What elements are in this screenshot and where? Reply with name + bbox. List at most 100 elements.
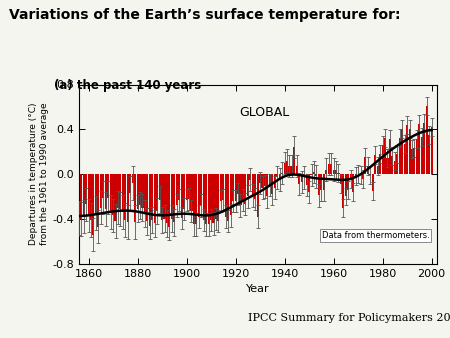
Bar — [212, 174, 215, 223]
Bar — [234, 174, 237, 201]
Bar — [281, 173, 283, 174]
Bar — [136, 174, 139, 209]
Bar — [134, 174, 136, 222]
Bar — [362, 174, 364, 178]
Bar — [315, 174, 317, 176]
Bar — [122, 174, 124, 212]
Bar — [242, 174, 244, 200]
Bar — [254, 174, 256, 199]
Bar — [190, 174, 193, 211]
Bar — [90, 174, 92, 220]
Bar — [202, 174, 205, 220]
Bar — [124, 174, 126, 220]
Bar — [156, 174, 158, 211]
Bar — [374, 155, 376, 174]
Bar — [266, 174, 269, 196]
Bar — [330, 164, 332, 174]
Bar — [261, 174, 264, 188]
Bar — [318, 174, 320, 195]
Bar — [259, 174, 261, 183]
Bar — [387, 159, 388, 174]
Bar — [310, 174, 313, 175]
Bar — [355, 174, 357, 176]
Bar — [399, 138, 401, 174]
Bar — [396, 154, 398, 174]
X-axis label: Year: Year — [246, 284, 270, 294]
Bar — [141, 174, 144, 208]
Bar — [198, 174, 200, 217]
Bar — [107, 174, 109, 198]
Bar — [146, 174, 148, 221]
Bar — [338, 173, 340, 174]
Bar — [102, 174, 104, 198]
Bar — [178, 174, 180, 200]
Bar — [149, 174, 151, 225]
Bar — [293, 147, 295, 174]
Bar — [210, 174, 212, 220]
Bar — [227, 174, 229, 221]
Bar — [269, 174, 271, 185]
Bar — [335, 170, 337, 174]
Bar — [78, 174, 80, 218]
Bar — [180, 174, 183, 218]
Bar — [418, 124, 420, 174]
Bar — [284, 163, 286, 174]
Bar — [230, 174, 232, 216]
Bar — [252, 174, 254, 195]
Bar — [347, 174, 349, 190]
Bar — [288, 166, 291, 174]
Bar — [325, 170, 327, 174]
Bar — [431, 127, 432, 174]
Bar — [360, 174, 362, 175]
Bar — [364, 157, 366, 174]
Bar — [379, 154, 381, 174]
Bar — [247, 174, 249, 196]
Bar — [100, 174, 102, 208]
Bar — [127, 174, 129, 222]
Y-axis label: Departures in temperature (°C)
from the 1961 to 1990 average: Departures in temperature (°C) from the … — [28, 103, 50, 245]
Bar — [200, 174, 202, 206]
Bar — [372, 174, 374, 191]
Bar — [340, 174, 342, 184]
Bar — [382, 145, 384, 174]
Bar — [416, 139, 418, 174]
Bar — [80, 174, 82, 219]
Bar — [406, 125, 408, 174]
Text: GLOBAL: GLOBAL — [240, 106, 290, 119]
Bar — [301, 174, 303, 182]
Bar — [232, 174, 234, 201]
Bar — [207, 174, 210, 224]
Bar — [83, 174, 85, 217]
Bar — [87, 174, 90, 216]
Bar — [423, 123, 425, 174]
Bar — [323, 174, 325, 190]
Bar — [119, 174, 122, 209]
Bar — [409, 129, 410, 174]
Bar — [367, 166, 369, 174]
Bar — [428, 135, 430, 174]
Bar — [183, 174, 185, 209]
Bar — [271, 174, 273, 194]
Bar — [95, 174, 97, 213]
Bar — [171, 174, 173, 219]
Text: (a) the past 140 years: (a) the past 140 years — [54, 79, 201, 92]
Bar — [320, 174, 322, 190]
Bar — [394, 161, 396, 174]
Bar — [239, 174, 242, 206]
Bar — [117, 174, 119, 208]
Bar — [114, 174, 117, 221]
Bar — [131, 174, 134, 183]
Bar — [195, 174, 198, 224]
Text: Variations of the Earth’s surface temperature for:: Variations of the Earth’s surface temper… — [9, 8, 400, 22]
Bar — [296, 166, 298, 174]
Bar — [244, 174, 247, 204]
Bar — [153, 174, 156, 223]
Bar — [308, 174, 310, 192]
Bar — [173, 174, 176, 222]
Bar — [350, 174, 352, 178]
Bar — [237, 174, 239, 194]
Bar — [404, 144, 406, 174]
Bar — [313, 172, 315, 174]
Bar — [303, 174, 305, 177]
Bar — [163, 174, 166, 219]
